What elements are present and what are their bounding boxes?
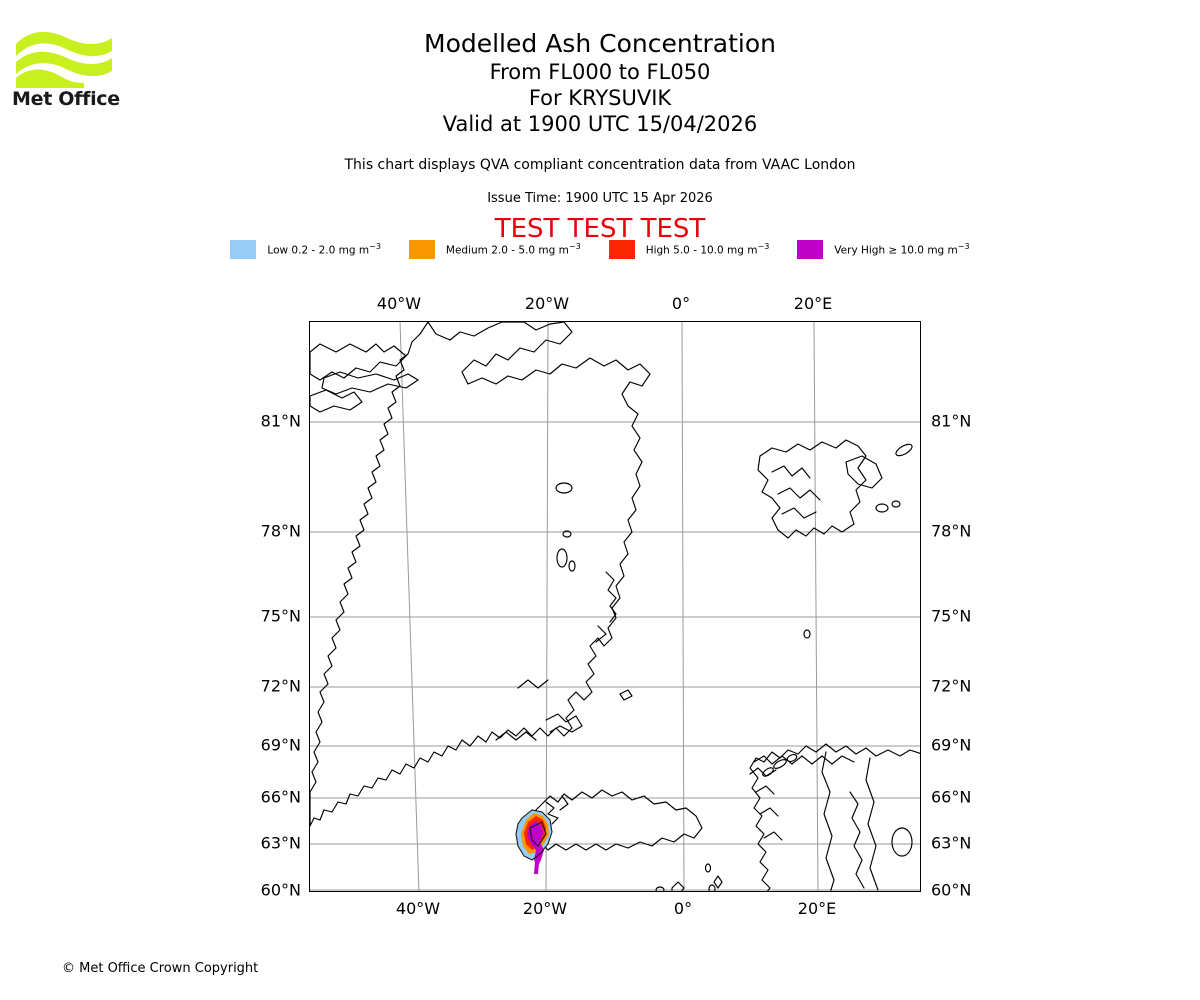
lat-label-left-63n: 63°N bbox=[260, 833, 301, 853]
chart-subtitle: This chart displays QVA compliant concen… bbox=[344, 157, 856, 173]
legend-swatch-low bbox=[230, 240, 257, 259]
lat-label-right-78n: 78°N bbox=[931, 521, 972, 541]
plume-very-high-tail bbox=[534, 862, 539, 874]
lat-label-right-66n: 66°N bbox=[931, 787, 972, 807]
iceland-outline bbox=[523, 789, 703, 851]
legend-swatch-medium bbox=[408, 240, 435, 259]
page-title: Modelled Ash Concentration bbox=[424, 29, 776, 58]
legend-swatch-high bbox=[608, 240, 635, 259]
lat-label-left-81n: 81°N bbox=[260, 411, 301, 431]
lon-label-bottom-0: 0° bbox=[673, 899, 693, 918]
scandinavia-outline bbox=[749, 743, 920, 891]
ash-concentration-map[interactable]: 40°W 20°W 0° 20°E 40°W 20°W 0° 20°E 81°N… bbox=[261, 294, 972, 918]
legend-swatch-very-high bbox=[797, 240, 824, 259]
legend-item-medium: Medium 2.0 - 5.0 mg m−3 bbox=[408, 240, 581, 259]
lat-label-right-75n: 75°N bbox=[931, 606, 972, 626]
ash-plume bbox=[515, 809, 553, 874]
concentration-legend: Low 0.2 - 2.0 mg m−3 Medium 2.0 - 5.0 mg… bbox=[0, 240, 1200, 259]
lat-label-left-66n: 66°N bbox=[260, 787, 301, 807]
lat-label-left-60n: 60°N bbox=[260, 880, 301, 900]
flight-level-range: From FL000 to FL050 bbox=[489, 60, 711, 84]
lat-label-left-75n: 75°N bbox=[260, 606, 301, 626]
valid-time: Valid at 1900 UTC 15/04/2026 bbox=[442, 112, 758, 136]
lat-label-right-63n: 63°N bbox=[931, 833, 972, 853]
test-banner: TEST TEST TEST bbox=[494, 214, 706, 244]
map-canvas bbox=[310, 322, 920, 891]
lat-label-right-81n: 81°N bbox=[931, 411, 972, 431]
lon-label-top-40w: 40°W bbox=[376, 294, 422, 313]
legend-label-very-high: Very High ≥ 10.0 mg m−3 bbox=[834, 242, 970, 257]
lon-label-top-20e: 20°E bbox=[793, 294, 833, 313]
met-office-waves-icon bbox=[16, 31, 112, 88]
lon-label-top-0: 0° bbox=[671, 294, 691, 313]
legend-label-low: Low 0.2 - 2.0 mg m−3 bbox=[267, 242, 381, 257]
graticule bbox=[310, 322, 920, 891]
lat-label-left-78n: 78°N bbox=[260, 521, 301, 541]
legend-item-very-high: Very High ≥ 10.0 mg m−3 bbox=[797, 240, 970, 259]
legend-item-low: Low 0.2 - 2.0 mg m−3 bbox=[230, 240, 381, 259]
lat-label-left-69n: 69°N bbox=[260, 735, 301, 755]
lon-label-bottom-40w: 40°W bbox=[395, 899, 441, 918]
met-office-logo: Met Office bbox=[12, 26, 122, 116]
legend-label-high: High 5.0 - 10.0 mg m−3 bbox=[645, 242, 770, 257]
volcano-name: For KRYSUVIK bbox=[528, 86, 672, 110]
legend-item-high: High 5.0 - 10.0 mg m−3 bbox=[608, 240, 770, 259]
lon-label-bottom-20w: 20°W bbox=[522, 899, 568, 918]
legend-label-medium: Medium 2.0 - 5.0 mg m−3 bbox=[445, 242, 581, 257]
lon-label-top-20w: 20°W bbox=[524, 294, 570, 313]
lat-label-left-72n: 72°N bbox=[260, 676, 301, 696]
lon-label-bottom-20e: 20°E bbox=[797, 899, 837, 918]
issue-time: Issue Time: 1900 UTC 15 Apr 2026 bbox=[487, 191, 713, 206]
lat-label-right-72n: 72°N bbox=[931, 676, 972, 696]
lat-label-right-69n: 69°N bbox=[931, 735, 972, 755]
chart-title-block: Modelled Ash Concentration From FL000 to… bbox=[0, 28, 1200, 137]
copyright-notice: © Met Office Crown Copyright bbox=[62, 961, 259, 976]
met-office-wordmark: Met Office bbox=[12, 88, 120, 110]
map-frame bbox=[309, 321, 921, 892]
lat-label-right-60n: 60°N bbox=[931, 880, 972, 900]
coastlines bbox=[310, 322, 920, 891]
greenland-outline bbox=[310, 322, 651, 827]
